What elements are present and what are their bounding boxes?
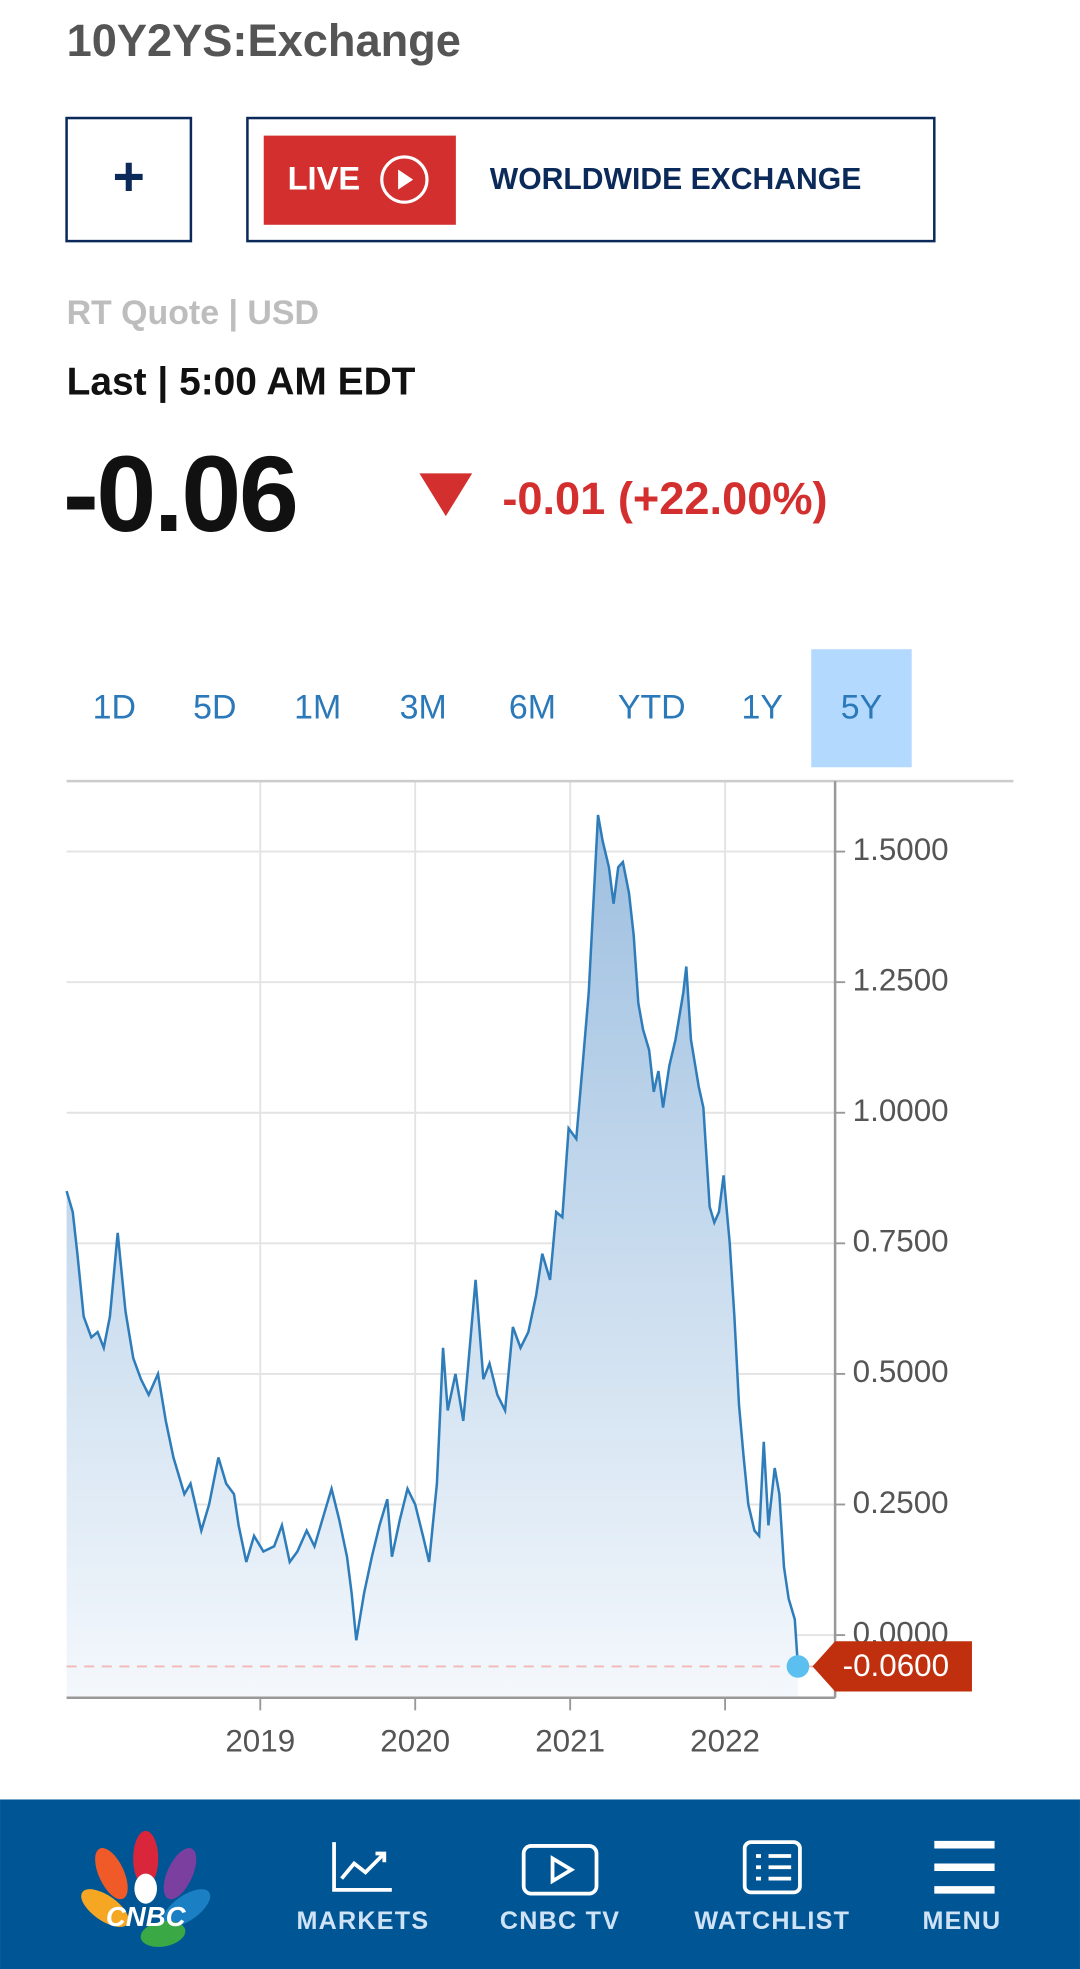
page-title: 10Y2YS:Exchange	[67, 15, 461, 66]
x-tick-label: 2019	[225, 1723, 295, 1758]
range-tab[interactable]: 5Y	[841, 688, 882, 726]
nav-label: MARKETS	[296, 1907, 429, 1935]
add-button[interactable]: +	[65, 116, 193, 243]
range-tab[interactable]: 5D	[193, 688, 236, 726]
range-tab[interactable]: 1Y	[742, 688, 783, 726]
x-tick-label: 2021	[535, 1723, 605, 1758]
nav-markets[interactable]: MARKETS	[296, 1842, 429, 1935]
nav-label: MENU	[922, 1907, 1001, 1935]
program-label: WORLDWIDE EXCHANGE	[490, 163, 862, 196]
y-tick-label: 0.7500	[853, 1224, 949, 1259]
last-value-label: -0.0600	[843, 1648, 949, 1683]
range-tabs: 1D 5D 1M 3M 6M YTD 1Y 5Y	[93, 649, 912, 768]
quote-source: RT Quote | USD	[67, 294, 319, 332]
x-tick-label: 2022	[690, 1723, 760, 1758]
y-tick-label: 1.0000	[853, 1093, 949, 1128]
nav-logo[interactable]: CNBC	[75, 1830, 216, 1950]
quote-time: Last | 5:00 AM EDT	[67, 361, 416, 404]
chart: 2019 2020 2021 20220.00000.25000.50000.7500…	[65, 779, 1014, 1758]
y-tick-label: 0.5000	[853, 1354, 949, 1389]
y-tick-label: 1.2500	[853, 962, 949, 997]
nav-watchlist[interactable]: WATCHLIST	[694, 1840, 850, 1935]
add-label: +	[113, 145, 145, 207]
range-tab[interactable]: 3M	[400, 688, 447, 726]
nav-label: WATCHLIST	[694, 1907, 850, 1935]
logo-text: CNBC	[106, 1901, 187, 1932]
range-tab[interactable]: 1M	[294, 688, 341, 726]
range-tab[interactable]: 1D	[93, 688, 136, 726]
down-arrow	[419, 473, 473, 517]
live-button[interactable]: LIVE WORLDWIDE EXCHANGE	[246, 116, 936, 243]
selected-tab	[811, 649, 912, 768]
range-tab[interactable]: YTD	[618, 688, 686, 726]
quote-change: -0.01 (+22.00%)	[502, 473, 827, 524]
area-fill	[66, 814, 798, 1698]
y-tick-label: 0.2500	[853, 1485, 949, 1520]
last-point	[786, 1655, 810, 1678]
nav-label: CNBC TV	[500, 1907, 620, 1935]
last-value-tag	[812, 1641, 972, 1692]
live-label: LIVE	[288, 159, 361, 196]
range-tab[interactable]: 6M	[509, 688, 556, 726]
nav-menu[interactable]: MENU	[922, 1840, 1001, 1935]
y-tick-label: 1.5000	[853, 832, 949, 867]
nav-tv[interactable]: CNBC TV	[500, 1844, 620, 1935]
quote-price: -0.06	[63, 433, 297, 554]
line	[65, 814, 800, 1667]
x-tick-label: 2020	[380, 1723, 450, 1758]
